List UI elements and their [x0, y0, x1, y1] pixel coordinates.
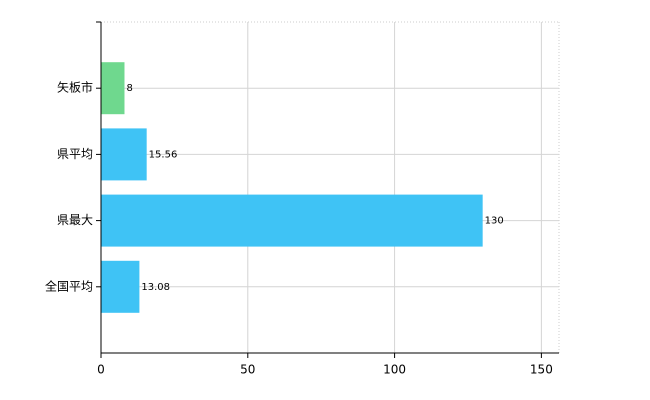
bar: [101, 62, 125, 115]
x-tick-label: 100: [383, 363, 406, 377]
y-tick-label: 全国平均: [45, 278, 93, 293]
y-tick-label: 矢板市: [57, 80, 93, 95]
y-tick-label: 県最大: [57, 213, 93, 227]
data-label: 15.56: [149, 149, 178, 160]
y-tick-label: 県平均: [57, 147, 93, 161]
bar: [101, 194, 483, 247]
data-label: 13.08: [141, 282, 170, 293]
data-label: 8: [126, 83, 132, 94]
x-tick-label: 150: [530, 363, 553, 377]
data-label: 130: [485, 216, 504, 227]
bar: [101, 260, 140, 313]
x-tick-label: 0: [97, 363, 105, 377]
x-tick-label: 50: [240, 363, 255, 377]
bar: [101, 128, 147, 181]
